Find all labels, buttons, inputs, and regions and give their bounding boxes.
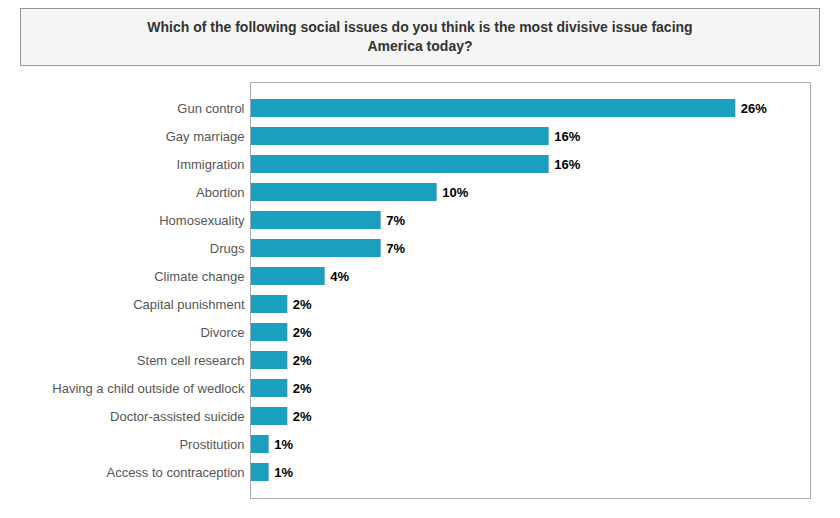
svg-text:2%: 2% [293,297,312,312]
svg-text:Having a child outside of wedl: Having a child outside of wedlock [52,381,245,396]
svg-text:16%: 16% [554,157,580,172]
svg-text:Abortion: Abortion [196,185,244,200]
svg-text:Immigration: Immigration [177,157,245,172]
svg-text:Gay marriage: Gay marriage [166,129,245,144]
svg-text:Homosexuality: Homosexuality [159,213,245,228]
svg-text:2%: 2% [293,381,312,396]
html-text:Which of the following social: Which of the following social issues do … [147,19,693,54]
svg-text:2%: 2% [293,325,312,340]
svg-text:10%: 10% [442,185,468,200]
svg-text:Doctor-assisted suicide: Doctor-assisted suicide [110,409,244,424]
svg-text:4%: 4% [330,269,349,284]
svg-text:Gun control: Gun control [177,101,244,116]
svg-text:Stem cell research: Stem cell research [137,353,245,368]
svg-text:1%: 1% [274,437,293,452]
svg-text:7%: 7% [386,213,405,228]
svg-text:26%: 26% [741,101,767,116]
svg-text:Capital punishment: Capital punishment [133,297,245,312]
svg-text:2%: 2% [293,353,312,368]
svg-text:1%: 1% [274,465,293,480]
svg-text:Climate change: Climate change [154,269,244,284]
svg-text:2%: 2% [293,409,312,424]
svg-text:Divorce: Divorce [200,325,244,340]
svg-text:16%: 16% [554,129,580,144]
svg-text:7%: 7% [386,241,405,256]
svg-text:Prostitution: Prostitution [179,437,244,452]
svg-text:Drugs: Drugs [210,241,245,256]
svg-text:Access to contraception: Access to contraception [106,465,244,480]
